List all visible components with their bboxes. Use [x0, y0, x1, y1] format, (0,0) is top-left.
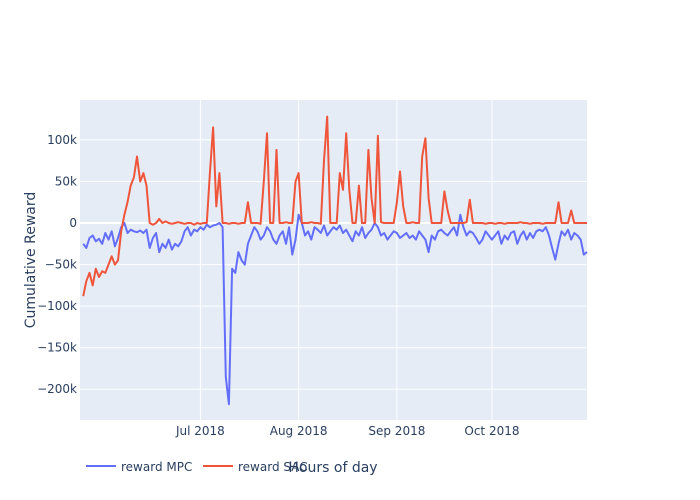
- x-tick-label: Sep 2018: [368, 424, 425, 438]
- x-tick-label: Aug 2018: [270, 424, 328, 438]
- legend-item-mpc[interactable]: reward MPC: [86, 460, 192, 474]
- x-tick-labels: Jul 2018 Aug 2018 Sep 2018 Oct 2018: [175, 424, 520, 438]
- legend-label-mpc: reward MPC: [121, 460, 192, 474]
- y-tick-label: 100k: [47, 133, 77, 147]
- series-line-sac: [82, 115, 587, 297]
- y-tick-label: −50k: [45, 258, 77, 272]
- legend[interactable]: reward MPC reward SAC: [86, 460, 308, 474]
- legend-item-sac[interactable]: reward SAC: [203, 460, 308, 474]
- y-axis-title: Cumulative Reward: [23, 192, 39, 329]
- legend-label-sac: reward SAC: [238, 460, 308, 474]
- x-axis-title: Hours of day: [288, 460, 377, 476]
- y-tick-label: −150k: [37, 341, 77, 355]
- series-line-mpc: [82, 213, 588, 406]
- x-gridlines: [199, 100, 493, 420]
- x-tick-label: Jul 2018: [175, 424, 225, 438]
- y-tick-label: 0: [69, 216, 77, 230]
- x-tick-label: Oct 2018: [464, 424, 519, 438]
- y-tick-label: 50k: [55, 174, 77, 188]
- plot-background: [80, 100, 587, 420]
- y-tick-label: −100k: [37, 299, 77, 313]
- y-tick-label: −200k: [37, 382, 77, 396]
- series-layer: [82, 115, 588, 406]
- y-tick-labels: 100k 50k 0 −50k −100k −150k −200k: [37, 133, 77, 396]
